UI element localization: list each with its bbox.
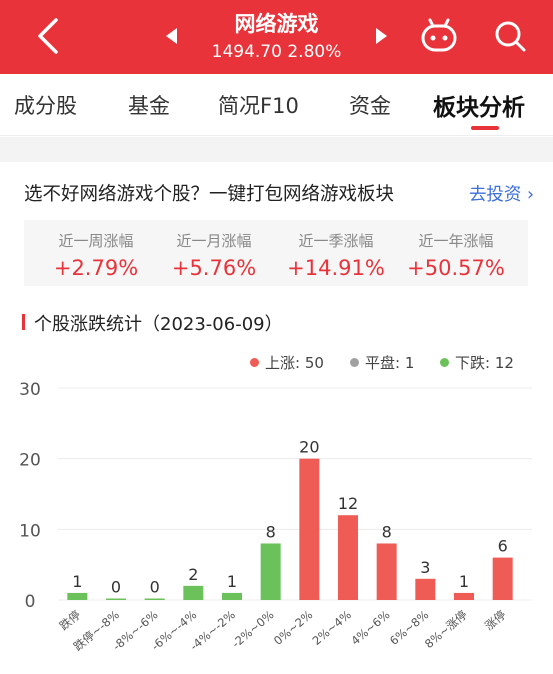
bar (376, 543, 397, 600)
stat-week: 近一周涨幅 +2.79% (36, 230, 156, 280)
legend-up-label: 上涨: 50 (265, 354, 324, 372)
legend-flat: 平盘: 1 (350, 352, 414, 372)
index-quote: 1494.70 2.80% (211, 42, 342, 62)
tab-sector-analysis[interactable]: 板块分析 (433, 95, 525, 121)
data-label: 6 (498, 537, 508, 556)
bar (454, 592, 474, 600)
tab-bar: 成分股 基金 简况F10 资金 板块分析 (0, 74, 553, 136)
bar (183, 585, 204, 600)
bar (415, 578, 436, 600)
y-tick-label: 30 (19, 380, 41, 400)
x-tick-label: -2%~0% (229, 608, 277, 651)
stat-value: +5.76% (171, 256, 257, 280)
x-tick-label: 8%~涨停 (422, 608, 470, 651)
bar (492, 557, 513, 600)
legend-dot-green (440, 358, 449, 367)
legend-dot-red (250, 358, 259, 367)
invest-link[interactable]: 去投资 › (468, 185, 534, 205)
y-tick-label: 10 (19, 521, 41, 541)
bar (67, 592, 88, 600)
robot-assistant-icon[interactable] (420, 18, 458, 54)
stat-label: 近一周涨幅 (58, 232, 134, 250)
page-title: 网络游戏 (234, 12, 319, 36)
title-group: 网络游戏 1494.70 2.80% (160, 0, 393, 74)
legend-up: 上涨: 50 (250, 352, 324, 372)
stat-value: +2.79% (53, 256, 139, 280)
promo-text: 选不好网络游戏个股？一键打包网络游戏板块 (24, 184, 395, 205)
tab-constituents[interactable]: 成分股 (14, 94, 77, 118)
next-sector-icon[interactable] (375, 28, 387, 44)
bar (260, 543, 281, 600)
data-label: 0 (150, 578, 160, 597)
section-divider (0, 137, 553, 162)
stat-quarter: 近一季涨幅 +14.91% (276, 230, 396, 280)
data-label: 12 (338, 494, 358, 513)
section-title: 个股涨跌统计（2023-06-09） (34, 314, 283, 335)
x-tick-label: 4%~6% (348, 608, 392, 648)
y-tick-label: 20 (19, 451, 41, 471)
stat-value: +50.57% (407, 256, 505, 280)
data-label: 8 (266, 522, 276, 541)
data-label: 3 (420, 558, 430, 577)
legend-down-label: 下跌: 12 (455, 354, 514, 372)
x-tick-label: 2%~4% (310, 608, 354, 648)
stat-label: 近一年涨幅 (418, 232, 494, 250)
data-label: 1 (72, 572, 82, 591)
back-arrow-icon[interactable] (34, 16, 64, 56)
x-tick-label: 0%~2% (271, 608, 315, 648)
legend-flat-label: 平盘: 1 (365, 354, 415, 372)
bar (299, 458, 320, 600)
stat-value: +14.91% (287, 256, 385, 280)
bar (222, 592, 242, 600)
stock-distribution-chart: 01020301跌停0跌停~-8%0-8%~-6%2-6%~-4%1-4%~-2… (19, 380, 532, 654)
data-label: 20 (299, 438, 319, 457)
bar (106, 598, 126, 600)
data-label: 8 (382, 522, 392, 541)
stat-month: 近一月涨幅 +5.76% (154, 230, 274, 280)
data-label: 1 (459, 572, 469, 591)
search-icon[interactable] (492, 18, 528, 54)
active-tab-indicator (471, 126, 499, 130)
legend-dot-gray (350, 358, 359, 367)
invest-promo-banner[interactable]: 选不好网络游戏个股？一键打包网络游戏板块 去投资 › (24, 178, 534, 208)
x-tick-label: 涨停 (482, 608, 509, 634)
tab-capital-flow[interactable]: 资金 (349, 94, 391, 118)
previous-sector-icon[interactable] (166, 28, 178, 44)
stat-year: 近一年涨幅 +50.57% (396, 230, 516, 280)
bar (144, 598, 165, 600)
bar (338, 515, 358, 600)
section-accent-bar (22, 314, 25, 330)
stat-label: 近一季涨幅 (298, 232, 374, 250)
data-label: 1 (227, 572, 237, 591)
period-change-panel: 近一周涨幅 +2.79% 近一月涨幅 +5.76% 近一季涨幅 +14.91% … (24, 220, 528, 286)
x-tick-label: 跌停 (57, 608, 84, 634)
legend-down: 下跌: 12 (440, 352, 514, 372)
data-label: 0 (111, 578, 121, 597)
tab-f10-overview[interactable]: 简况F10 (218, 94, 299, 118)
stat-label: 近一月涨幅 (176, 232, 252, 250)
y-tick-label: 0 (25, 592, 36, 612)
tab-funds[interactable]: 基金 (128, 94, 170, 118)
header-bar: 网络游戏 1494.70 2.80% (0, 0, 553, 74)
data-label: 2 (188, 565, 198, 584)
